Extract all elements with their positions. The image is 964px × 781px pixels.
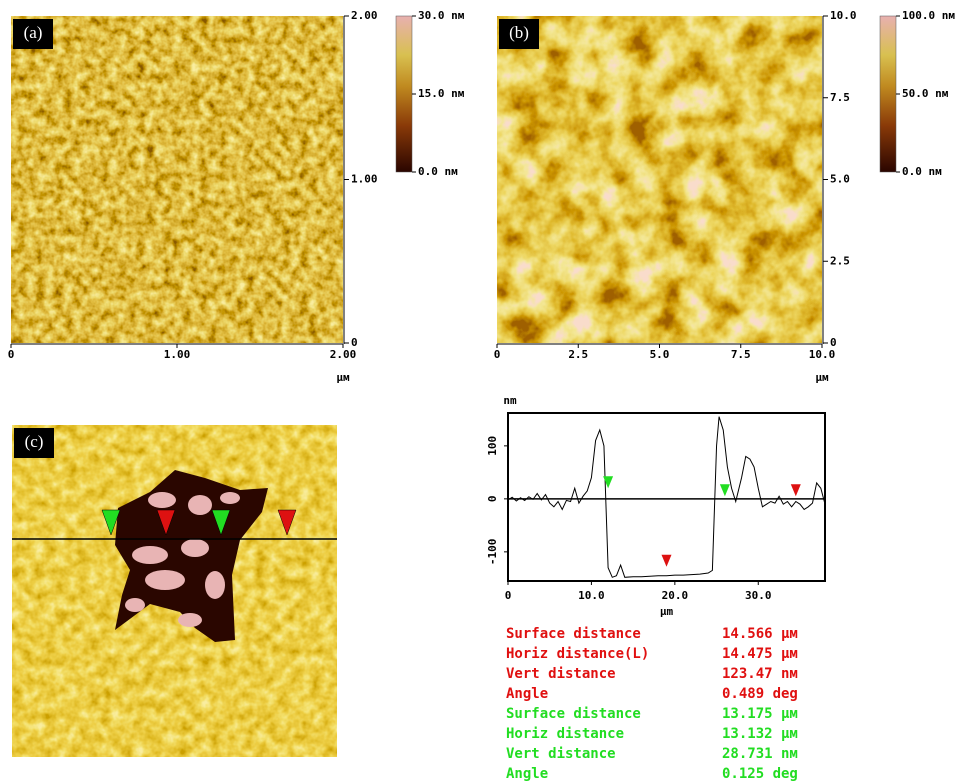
panel-label: (b) <box>509 23 529 42</box>
colorbar <box>395 15 413 173</box>
y-tick-label: 0 <box>830 336 837 349</box>
profile-line <box>507 416 826 578</box>
colorbar-label: 50.0 nм <box>902 87 949 100</box>
measurement-value: 0.125 deg <box>722 766 798 781</box>
colorbar-label: 100.0 nм <box>902 9 955 22</box>
y-tick-label: 100 <box>486 436 499 456</box>
measurement-value: 13.132 μм <box>722 726 798 742</box>
measurement-value: 14.566 μм <box>722 626 798 642</box>
defect-region <box>115 470 268 642</box>
x-tick-label: 0 <box>494 348 501 361</box>
afm-image-b <box>497 16 822 343</box>
measurement-value: 13.175 μм <box>722 706 798 722</box>
measurement-label: Vert distance <box>506 746 616 762</box>
measurement-value: 14.475 μм <box>722 646 798 662</box>
colorbar-label: 0.0 nм <box>418 165 458 178</box>
x-tick-label: 5.0 <box>650 348 670 361</box>
y-tick-label: -100 <box>486 539 499 566</box>
panel-label: (a) <box>24 23 43 42</box>
y-tick-label: 2.00 <box>351 9 378 22</box>
measurement-label: Horiz distance <box>506 726 624 742</box>
axis-unit: μм <box>815 371 829 384</box>
cursor <box>603 476 614 489</box>
measurement-value: 0.489 deg <box>722 686 798 702</box>
plot-frame <box>507 412 826 582</box>
y-tick-label: 2.5 <box>830 254 850 267</box>
measurement-value: 28.731 nм <box>722 746 798 762</box>
x-axis-title: μm <box>660 605 674 618</box>
colorbar-label: 15.0 nм <box>418 87 465 100</box>
measurement-label: Surface distance <box>506 626 641 642</box>
x-tick-label: 20.0 <box>662 589 689 602</box>
afm-image-a <box>11 16 343 343</box>
panel-label-box <box>14 428 54 458</box>
y-tick-label: 1.00 <box>351 173 378 186</box>
x-tick-label: 10.0 <box>578 589 605 602</box>
colorbar-label: 30.0 nм <box>418 9 465 22</box>
y-tick-label: 7.5 <box>830 91 850 104</box>
colorbar <box>879 15 897 173</box>
panel-label-box <box>499 19 539 49</box>
measurement-label: Angle <box>506 686 548 702</box>
measurement-label: Angle <box>506 766 548 781</box>
x-tick-label: 0 <box>505 589 512 602</box>
cursor <box>661 554 672 567</box>
measurement-label: Vert distance <box>506 666 616 682</box>
y-axis-title: nm <box>503 394 517 407</box>
cursor <box>790 484 801 497</box>
y-tick-label: 10.0 <box>830 9 857 22</box>
x-tick-label: 7.5 <box>731 348 751 361</box>
x-tick-label: 2.00 <box>330 348 357 361</box>
cursor-marker <box>101 509 121 536</box>
measurement-value: 123.47 nм <box>722 666 798 682</box>
panel-label-box <box>13 19 53 49</box>
x-tick-label: 30.0 <box>745 589 772 602</box>
colorbar-label: 0.0 nм <box>902 165 942 178</box>
axis-unit: μм <box>336 371 350 384</box>
x-tick-label: 1.00 <box>164 348 191 361</box>
x-tick-label: 10.0 <box>809 348 836 361</box>
measurement-label: Horiz distance(L) <box>506 646 649 662</box>
y-tick-label: 0 <box>486 496 499 503</box>
x-tick-label: 2.5 <box>568 348 588 361</box>
panel-label: (c) <box>25 432 44 451</box>
x-tick-label: 0 <box>8 348 15 361</box>
measurement-label: Surface distance <box>506 706 641 722</box>
cursor <box>719 484 730 497</box>
cursor-marker <box>211 509 231 536</box>
cursor-marker <box>156 509 176 536</box>
y-tick-label: 5.0 <box>830 173 850 186</box>
y-tick-label: 0 <box>351 336 358 349</box>
cursor-marker <box>277 509 297 536</box>
